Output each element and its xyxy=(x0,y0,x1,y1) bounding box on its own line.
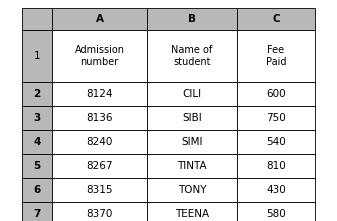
Bar xyxy=(52,82,147,106)
Text: 8370: 8370 xyxy=(86,209,113,219)
Bar xyxy=(237,106,315,130)
Text: TINTA: TINTA xyxy=(177,161,207,171)
Text: 8315: 8315 xyxy=(86,185,113,195)
Bar xyxy=(147,202,237,221)
Bar xyxy=(237,178,315,202)
Bar xyxy=(237,30,315,82)
Text: 580: 580 xyxy=(266,209,286,219)
Text: B: B xyxy=(188,14,196,24)
Bar xyxy=(52,130,147,154)
Text: TONY: TONY xyxy=(178,185,206,195)
Text: 8124: 8124 xyxy=(86,89,113,99)
Text: C: C xyxy=(272,14,280,24)
Bar xyxy=(237,202,315,221)
Bar xyxy=(237,82,315,106)
Text: 2: 2 xyxy=(33,89,41,99)
Bar xyxy=(22,82,52,106)
Text: 8136: 8136 xyxy=(86,113,113,123)
Text: 430: 430 xyxy=(266,185,286,195)
Text: 4: 4 xyxy=(33,137,41,147)
Text: 8240: 8240 xyxy=(86,137,113,147)
Bar xyxy=(52,8,147,30)
Bar xyxy=(147,154,237,178)
Bar xyxy=(237,154,315,178)
Text: 8267: 8267 xyxy=(86,161,113,171)
Bar xyxy=(147,8,237,30)
Text: 7: 7 xyxy=(33,209,41,219)
Bar xyxy=(147,30,237,82)
Bar xyxy=(22,202,52,221)
Text: Fee
Paid: Fee Paid xyxy=(266,45,286,67)
Bar xyxy=(147,178,237,202)
Text: Name of
student: Name of student xyxy=(172,45,213,67)
Bar xyxy=(237,130,315,154)
Text: 540: 540 xyxy=(266,137,286,147)
Bar xyxy=(52,202,147,221)
Text: A: A xyxy=(95,14,103,24)
Text: Admission
number: Admission number xyxy=(74,45,124,67)
Bar xyxy=(147,130,237,154)
Bar xyxy=(147,82,237,106)
Bar xyxy=(237,8,315,30)
Bar xyxy=(52,106,147,130)
Text: CILI: CILI xyxy=(182,89,202,99)
Bar xyxy=(22,178,52,202)
Text: SIMI: SIMI xyxy=(181,137,203,147)
Text: 600: 600 xyxy=(266,89,286,99)
Text: SIBI: SIBI xyxy=(182,113,202,123)
Bar xyxy=(52,178,147,202)
Bar xyxy=(52,30,147,82)
Text: 810: 810 xyxy=(266,161,286,171)
Bar xyxy=(147,106,237,130)
Text: 1: 1 xyxy=(34,51,40,61)
Bar xyxy=(22,106,52,130)
Text: TEENA: TEENA xyxy=(175,209,209,219)
Bar xyxy=(22,154,52,178)
Text: 5: 5 xyxy=(33,161,41,171)
Text: 6: 6 xyxy=(33,185,41,195)
Bar xyxy=(52,154,147,178)
Bar xyxy=(22,8,52,30)
Bar xyxy=(22,130,52,154)
Text: 750: 750 xyxy=(266,113,286,123)
Bar xyxy=(22,30,52,82)
Text: 3: 3 xyxy=(33,113,41,123)
